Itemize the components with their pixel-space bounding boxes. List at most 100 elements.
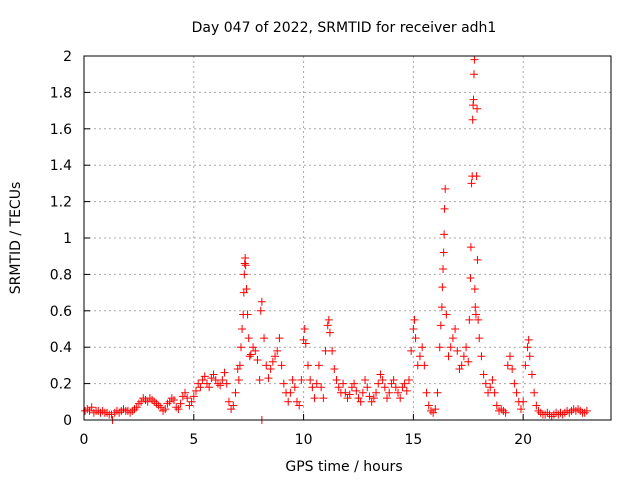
data-point-124 [324,315,333,324]
data-point-57 [205,383,214,392]
data-point-233 [519,397,528,406]
data-point-195 [464,357,473,366]
data-point-107 [290,383,299,392]
data-point-41 [170,395,179,404]
data-point-141 [361,375,370,384]
y-tick-label: 1.4 [50,158,72,174]
data-point-98 [271,352,280,361]
x-axis-label: GPS time / hours [285,459,402,475]
data-point-213 [475,334,484,343]
data-point-160 [402,386,411,395]
data-point-88 [253,355,262,364]
data-point-151 [383,394,392,403]
data-point-165 [411,334,420,343]
data-point-135 [347,383,356,392]
y-tick-label: 1 [63,231,72,247]
data-point-109 [295,401,304,410]
data-point-179 [438,283,447,292]
data-point-43 [174,405,183,414]
data-point-218 [486,383,495,392]
data-point-252 [558,410,567,419]
data-point-229 [510,379,519,388]
data-point-186 [444,352,453,361]
data-point-90 [256,306,265,315]
data-point-21 [126,408,135,417]
data-point-24 [132,403,141,412]
data-point-12 [107,410,116,419]
data-point-53 [196,383,205,392]
data-point-172 [426,406,435,415]
data-point-216 [481,379,490,388]
data-point-44 [176,399,185,408]
data-point-117 [310,394,319,403]
data-point-115 [306,375,315,384]
data-point-136 [350,379,359,388]
data-point-196 [465,315,474,324]
data-point-25 [134,399,143,408]
data-point-38 [163,399,172,408]
data-point-198 [466,243,475,252]
data-point-178 [437,303,446,312]
data-point-118 [312,379,321,388]
data-point-71 [234,375,243,384]
data-point-239 [530,388,539,397]
data-point-131 [339,379,348,388]
data-point-33 [152,399,161,408]
data-point-245 [543,408,552,417]
data-point-255 [565,408,574,417]
y-tick-label: 1.2 [50,195,72,211]
data-point-129 [334,383,343,392]
data-point-36 [159,406,168,415]
data-point-148 [376,370,385,379]
data-point-61 [213,379,222,388]
data-point-79 [241,254,250,263]
data-point-48 [185,401,194,410]
data-point-238 [527,370,536,379]
data-point-185 [442,310,451,319]
data-point-102 [279,379,288,388]
data-point-173 [429,408,438,417]
data-point-183 [440,204,449,213]
data-point-201 [468,115,477,124]
data-point-8 [98,406,107,415]
data-point-224 [499,406,508,415]
data-point-177 [436,321,445,330]
data-point-168 [418,343,427,352]
y-tick-label: 1.8 [50,85,72,101]
data-point-207 [471,303,480,312]
data-point-211 [473,255,482,264]
data-point-49 [187,397,196,406]
data-point-110 [297,375,306,384]
data-point-67 [227,405,236,414]
data-point-93 [260,334,269,343]
plot-frame [83,55,612,421]
data-point-180 [439,264,448,273]
data-point-262 [580,408,589,417]
data-point-81 [242,284,251,293]
data-point-91 [257,297,266,306]
data-point-116 [308,383,317,392]
data-point-144 [367,397,376,406]
data-point-139 [356,397,365,406]
data-point-126 [328,346,337,355]
data-point-236 [524,335,533,344]
data-point-22 [128,406,137,415]
data-point-138 [354,394,363,403]
data-point-104 [284,397,293,406]
data-point-74 [238,325,247,333]
data-point-128 [332,375,341,384]
data-point-77 [240,270,249,279]
data-point-95 [264,374,273,383]
data-point-72 [235,361,244,370]
data-point-87 [251,346,260,355]
data-point-96 [266,365,275,374]
data-point-235 [523,343,532,352]
data-point-112 [300,325,309,333]
data-point-163 [409,325,418,333]
data-point-54 [198,375,207,384]
data-point-56 [202,379,211,388]
x-tick-label: 15 [404,432,422,448]
y-axis-label: SRMTID / TECUs [8,182,24,295]
data-point-137 [352,386,361,395]
data-point-204 [469,70,478,79]
